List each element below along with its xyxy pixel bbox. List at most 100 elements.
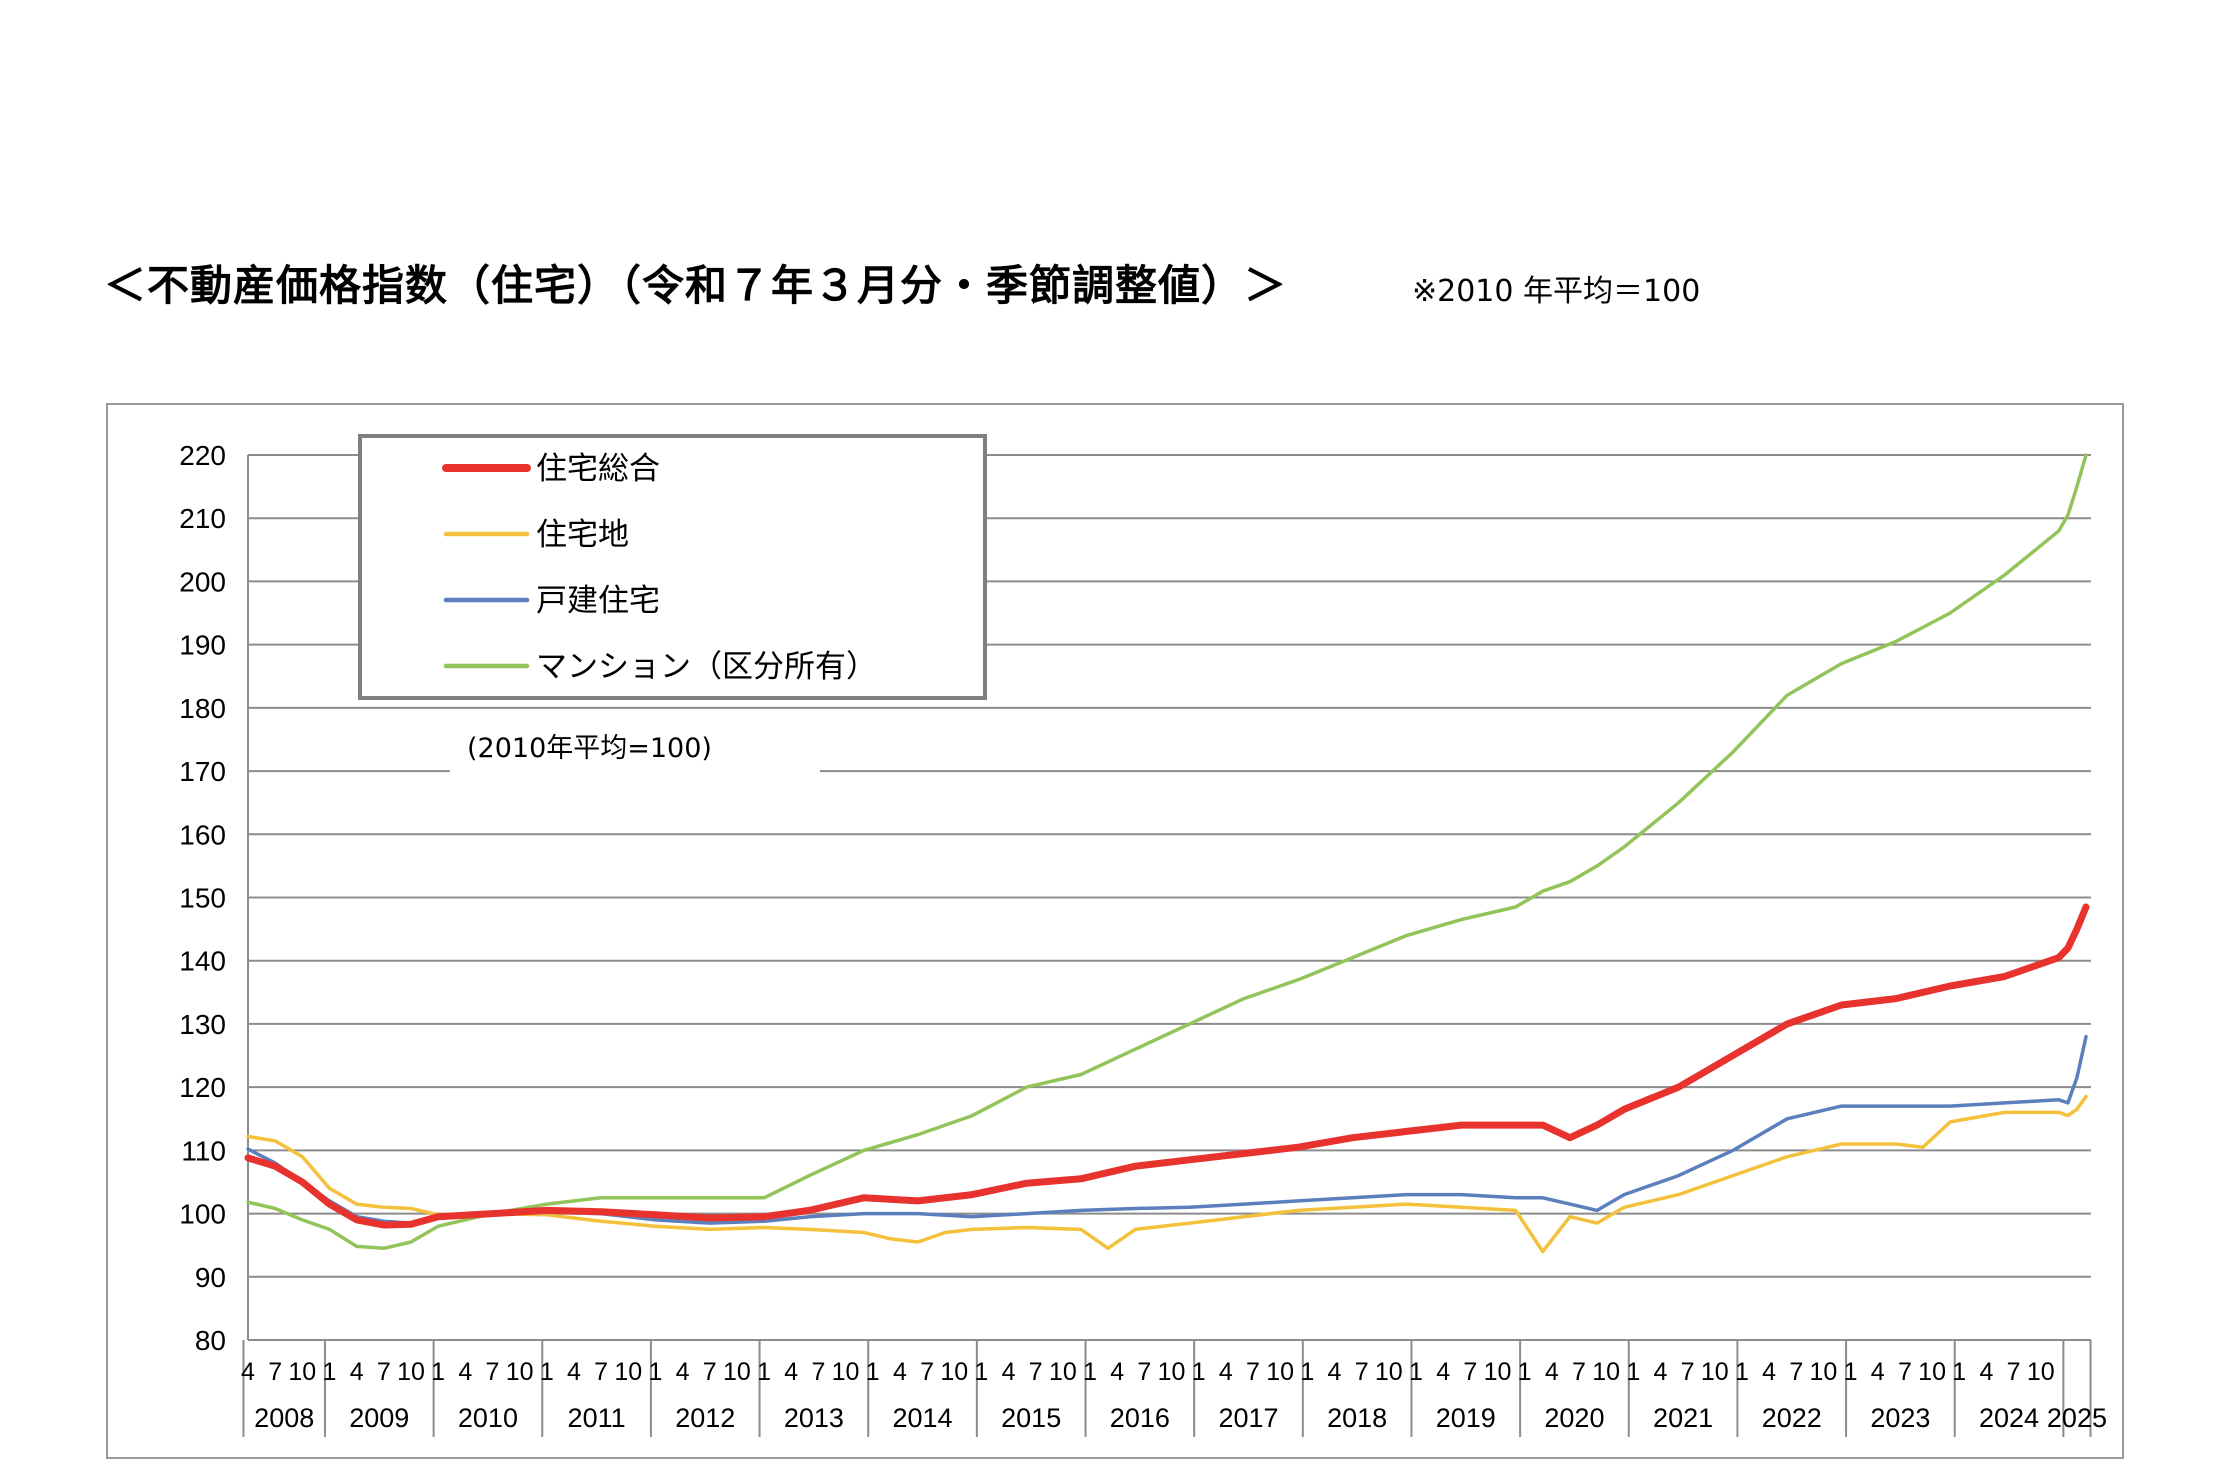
y-tick-label: 200 — [179, 566, 226, 597]
month-tick-label: 10 — [1484, 1358, 1512, 1386]
y-tick-label: 180 — [179, 693, 226, 724]
month-tick-label: 4 — [1545, 1358, 1559, 1386]
y-tick-label: 170 — [179, 756, 226, 787]
month-tick-label: 10 — [940, 1358, 968, 1386]
year-label: 2019 — [1436, 1403, 1496, 1433]
month-tick-label: 1 — [1409, 1358, 1423, 1386]
year-label: 2008 — [254, 1403, 314, 1433]
month-tick-label: 10 — [397, 1358, 425, 1386]
year-label: 2020 — [1544, 1403, 1604, 1433]
year-label: 2022 — [1762, 1403, 1822, 1433]
legend-label: 住宅総合 — [536, 451, 660, 487]
month-tick-label: 1 — [866, 1358, 880, 1386]
month-tick-label: 4 — [1436, 1358, 1450, 1386]
month-tick-label: 4 — [676, 1358, 690, 1386]
month-tick-label: 10 — [1592, 1358, 1620, 1386]
month-tick-label: 4 — [567, 1358, 581, 1386]
month-tick-label: 1 — [323, 1358, 337, 1386]
month-tick-label: 1 — [1844, 1358, 1858, 1386]
month-tick-label: 1 — [431, 1358, 445, 1386]
legend-label: 戸建住宅 — [536, 583, 660, 619]
month-tick-label: 4 — [1328, 1358, 1342, 1386]
month-tick-label: 7 — [486, 1358, 500, 1386]
month-tick-label: 7 — [1789, 1358, 1803, 1386]
month-tick-label: 4 — [241, 1358, 255, 1386]
month-tick-label: 10 — [832, 1358, 860, 1386]
y-tick-label: 140 — [179, 946, 226, 977]
month-tick-label: 4 — [893, 1358, 907, 1386]
y-tick-label: 100 — [179, 1199, 226, 1230]
month-tick-label: 7 — [2007, 1358, 2021, 1386]
year-label: 2016 — [1110, 1403, 1170, 1433]
month-tick-label: 4 — [1219, 1358, 1233, 1386]
y-tick-label: 130 — [179, 1009, 226, 1040]
month-tick-label: 7 — [1137, 1358, 1151, 1386]
base-note-mask — [450, 720, 820, 778]
y-tick-label: 110 — [181, 1135, 226, 1166]
month-tick-label: 4 — [1654, 1358, 1668, 1386]
legend-label: 住宅地 — [536, 517, 629, 553]
month-tick-label: 10 — [614, 1358, 642, 1386]
month-tick-label: 7 — [377, 1358, 391, 1386]
month-tick-label: 7 — [594, 1358, 608, 1386]
month-tick-label: 1 — [1518, 1358, 1532, 1386]
month-tick-label: 7 — [920, 1358, 934, 1386]
year-label: 2023 — [1870, 1403, 1930, 1433]
year-label: 2012 — [675, 1403, 735, 1433]
month-tick-label: 4 — [1979, 1358, 1993, 1386]
month-tick-label: 1 — [974, 1358, 988, 1386]
month-tick-label: 10 — [1701, 1358, 1729, 1386]
month-tick-label: 1 — [1626, 1358, 1640, 1386]
year-label: 2025 — [2047, 1403, 2107, 1433]
year-label: 2009 — [349, 1403, 409, 1433]
month-tick-label: 1 — [1083, 1358, 1097, 1386]
y-tick-label: 80 — [195, 1325, 226, 1356]
year-label: 2018 — [1327, 1403, 1387, 1433]
series-line-3 — [246, 453, 2088, 1251]
base-note: (2010年平均=100) — [467, 733, 712, 764]
month-tick-label: 7 — [811, 1358, 825, 1386]
month-tick-label: 7 — [1463, 1358, 1477, 1386]
month-tick-label: 7 — [1572, 1358, 1586, 1386]
y-tick-label: 190 — [179, 630, 226, 661]
month-tick-label: 1 — [1300, 1358, 1314, 1386]
month-tick-label: 7 — [1029, 1358, 1043, 1386]
y-tick-label: 120 — [179, 1072, 226, 1103]
month-tick-label: 10 — [723, 1358, 751, 1386]
y-tick-label: 90 — [195, 1262, 226, 1293]
month-tick-label: 10 — [1375, 1358, 1403, 1386]
y-tick-label: 220 — [179, 440, 226, 471]
month-tick-label: 10 — [1266, 1358, 1294, 1386]
month-tick-label: 7 — [1246, 1358, 1260, 1386]
legend-box — [358, 434, 987, 700]
month-tick-label: 7 — [703, 1358, 717, 1386]
year-label: 2015 — [1001, 1403, 1061, 1433]
month-tick-label: 1 — [648, 1358, 662, 1386]
y-tick-label: 160 — [179, 819, 226, 850]
page-title: ＜不動産価格指数（住宅）（令和７年３月分・季節調整値）＞ — [104, 261, 1288, 310]
month-tick-label: 7 — [1681, 1358, 1695, 1386]
month-tick-label: 4 — [458, 1358, 472, 1386]
month-tick-label: 7 — [1898, 1358, 1912, 1386]
month-tick-label: 1 — [540, 1358, 554, 1386]
month-tick-label: 10 — [506, 1358, 534, 1386]
legend-label: マンション（区分所有） — [536, 649, 877, 685]
month-tick-label: 10 — [2027, 1358, 2055, 1386]
month-tick-label: 4 — [784, 1358, 798, 1386]
month-tick-label: 1 — [1735, 1358, 1749, 1386]
month-tick-label: 4 — [1871, 1358, 1885, 1386]
year-label: 2017 — [1218, 1403, 1278, 1433]
month-tick-label: 4 — [1762, 1358, 1776, 1386]
year-label: 2010 — [458, 1403, 518, 1433]
month-tick-label: 10 — [288, 1358, 316, 1386]
year-label: 2011 — [568, 1403, 626, 1433]
month-tick-label: 1 — [1952, 1358, 1966, 1386]
month-tick-label: 10 — [1049, 1358, 1077, 1386]
month-tick-label: 10 — [1918, 1358, 1946, 1386]
year-label: 2021 — [1653, 1403, 1713, 1433]
month-tick-label: 7 — [268, 1358, 282, 1386]
year-label: 2024 — [1979, 1403, 2039, 1433]
month-tick-label: 10 — [1810, 1358, 1838, 1386]
month-tick-label: 1 — [1192, 1358, 1206, 1386]
